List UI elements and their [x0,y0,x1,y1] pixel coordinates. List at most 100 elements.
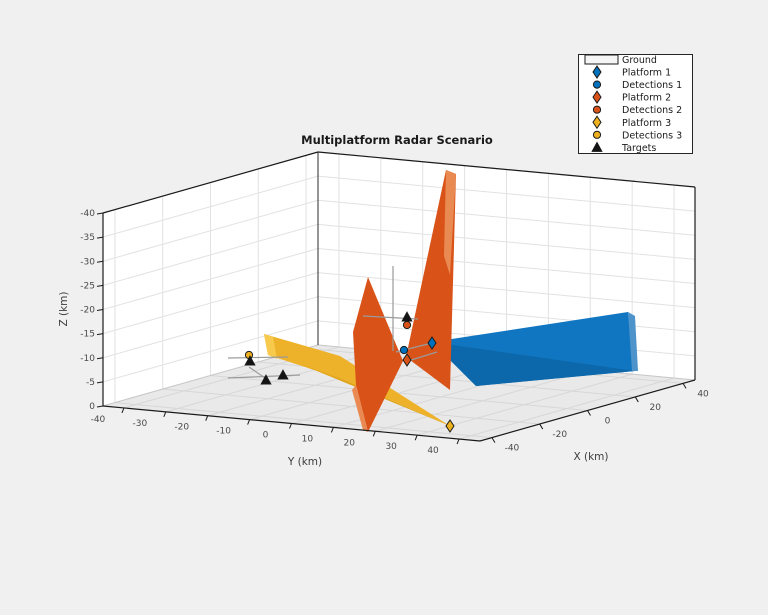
y-tick [414,434,418,441]
y-tick [247,419,251,425]
z-tick [96,333,104,336]
box-top-edge [102,151,319,214]
z-tick [96,212,104,215]
z-tick [96,260,104,263]
x-tick [682,383,687,389]
legend-item-label: Detections 2 [622,105,682,116]
x-tick-label: -40 [505,444,520,454]
y-tick [163,411,167,418]
x-tick [491,437,496,443]
z-tick-label: -40 [80,209,95,219]
legend-item: Detections 2 [592,105,682,116]
grid-line [102,175,319,238]
x-tick [634,396,639,403]
grid-line [317,248,696,284]
beam-platform2-right [406,170,456,390]
trajectory-line [227,356,289,359]
marker-target [401,311,413,322]
y-tick-label: -30 [132,419,147,429]
x-tick-label: 40 [697,389,709,399]
z-tick-label: -5 [86,378,95,388]
legend-triangle-icon [591,141,603,152]
y-tick-label: 40 [427,446,439,456]
legend-item-label: Platform 1 [622,68,671,79]
grid-line [102,223,319,286]
z-tick-label: -35 [80,233,95,243]
y-tick [205,415,209,421]
plot-title: Multiplatform Radar Scenario [301,133,493,147]
marker-target [277,369,289,380]
z-tick-label: -25 [80,281,95,291]
grid-line [102,320,319,383]
y-tick [456,438,460,445]
x-axis-label: X (km) [573,451,608,463]
legend-item-label: Platform 2 [622,93,671,104]
legend-item: Detections 1 [592,80,682,91]
legend-item-label: Ground [622,55,657,66]
grid-line [102,296,319,359]
marker-platform-1 [427,336,437,350]
y-tick [330,427,334,433]
marker-detection-2 [402,320,412,330]
x-tick [587,410,591,416]
z-tick [96,236,104,239]
legend-item-label: Detections 1 [622,80,682,91]
legend-item: Platform 3 [592,115,671,130]
legend-diamond-icon [592,65,602,79]
z-tick [96,309,104,311]
y-tick-label: -10 [216,427,231,437]
legend-item: Ground [584,54,657,66]
beam-platform2-left [352,385,368,432]
grid-line [102,199,319,262]
y-tick-label: 30 [385,442,397,452]
x-tick-label: -20 [552,430,567,440]
beam-platform2-right [444,170,456,275]
grid-line [317,175,696,212]
legend-diamond-icon [592,90,602,105]
grid-line [317,223,696,260]
legend-circle-icon [592,105,602,114]
legend-diamond-icon [592,115,602,130]
grid-line [317,199,696,236]
grid-line [317,272,696,309]
marker-detection-1 [399,345,409,355]
beam-platform1 [432,342,635,386]
z-tick [96,381,104,384]
trajectory-line [227,374,301,379]
marker-platform-3 [445,419,455,433]
beam-platform1 [628,312,638,371]
z-tick-label: -15 [80,330,95,340]
legend-item-label: Platform 3 [622,118,671,129]
grid-line [375,369,591,432]
legend-item-label: Detections 3 [622,130,682,141]
x-tick-label: 20 [650,403,662,413]
z-tick [96,357,104,360]
marker-target [244,355,256,366]
z-tick-label: -10 [80,354,95,364]
z-tick-label: -30 [80,257,95,267]
legend-item: Detections 3 [592,130,682,141]
y-tick-label: -20 [174,423,189,433]
y-tick-label: 0 [263,431,269,441]
legend-item-label: Targets [621,143,656,154]
y-tick-label: 10 [302,434,314,444]
grid-line [458,377,675,440]
y-tick [121,407,125,414]
y-axis-label: Y (km) [287,456,322,468]
x-tick-label: 0 [605,417,611,427]
y-tick-label: -40 [91,415,106,425]
z-axis-label: Z (km) [58,291,70,326]
y-tick-label: 20 [344,438,356,448]
legend-ground-swatch [584,54,619,65]
marker-platform-2 [402,353,412,367]
grid-line [102,248,319,310]
x-tick [539,423,544,430]
legend-item: Platform 2 [592,90,671,105]
z-tick [96,405,104,408]
legend-circle-icon [592,80,602,89]
legend-item: Platform 1 [592,65,671,79]
marker-target [260,374,272,385]
y-tick [289,423,292,429]
